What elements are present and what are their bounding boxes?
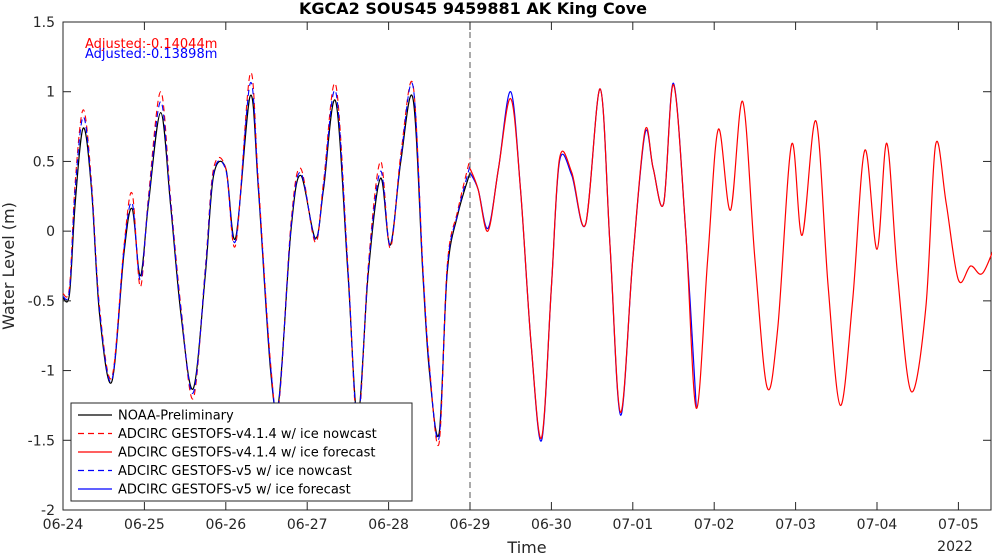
legend-label: ADCIRC GESTOFS-v5 w/ ice forecast — [118, 483, 351, 498]
y-tick-label: -1 — [41, 364, 55, 380]
x-tick-label: 06-24 — [43, 517, 84, 533]
series-line-adcirc-gestofs-v5-w-ice-nowcast — [62, 81, 471, 441]
legend-label: NOAA-Preliminary — [118, 409, 234, 424]
y-axis-label: Water Level (m) — [0, 202, 18, 330]
legend-box — [70, 402, 413, 502]
legend-label: ADCIRC GESTOFS-v4.1.4 w/ ice forecast — [118, 446, 375, 461]
annotation-v414-adjusted: Adjusted:-0.14044m — [85, 37, 217, 52]
legend-label: ADCIRC GESTOFS-v4.1.4 w/ ice nowcast — [118, 427, 377, 442]
x-tick-label: 06-28 — [368, 517, 409, 533]
legend-label: ADCIRC GESTOFS-v5 w/ ice nowcast — [118, 464, 352, 479]
x-tick-label: 06-26 — [205, 517, 246, 533]
y-tick-label: -2 — [41, 503, 55, 519]
x-axis-label: Time — [506, 538, 546, 555]
y-tick-label: 1.5 — [33, 15, 55, 31]
chart-title: KGCA2 SOUS45 9459881 AK King Cove — [299, 0, 647, 18]
x-tick-label: 06-29 — [450, 517, 491, 533]
x-tick-label: 07-01 — [612, 517, 653, 533]
y-tick-label: -1.5 — [28, 433, 55, 449]
y-tick-label: -0.5 — [28, 294, 55, 310]
year-label: 2022 — [937, 539, 973, 555]
y-tick-label: 0.5 — [33, 154, 55, 170]
y-tick-label: 1 — [46, 85, 55, 101]
series-layer — [62, 72, 992, 447]
series-line-adcirc-gestofs-v4-1-4-w-ice-forecast — [469, 84, 992, 439]
y-tick-label: 0 — [46, 224, 55, 240]
annotation-v5-adjusted: Adjusted:-0.13898m — [85, 47, 217, 62]
x-tick-label: 06-27 — [287, 517, 328, 533]
legend: NOAA-Preliminary ADCIRC GESTOFS-v4.1.4 w/… — [70, 402, 413, 502]
x-tick-label: 07-04 — [857, 517, 898, 533]
x-tick-label: 07-05 — [938, 517, 979, 533]
x-tick-label: 06-25 — [124, 517, 165, 533]
x-tick-label: 07-02 — [694, 517, 735, 533]
x-axis-ticks: 06-24 06-25 06-26 06-27 06-28 06-29 06-30 07-01… — [43, 22, 979, 533]
x-tick-label: 07-03 — [775, 517, 816, 533]
y-axis-ticks: -2 -1.5 -1 -0.5 0 0.5 1 1.5 — [28, 15, 991, 519]
x-tick-label: 06-30 — [531, 517, 572, 533]
